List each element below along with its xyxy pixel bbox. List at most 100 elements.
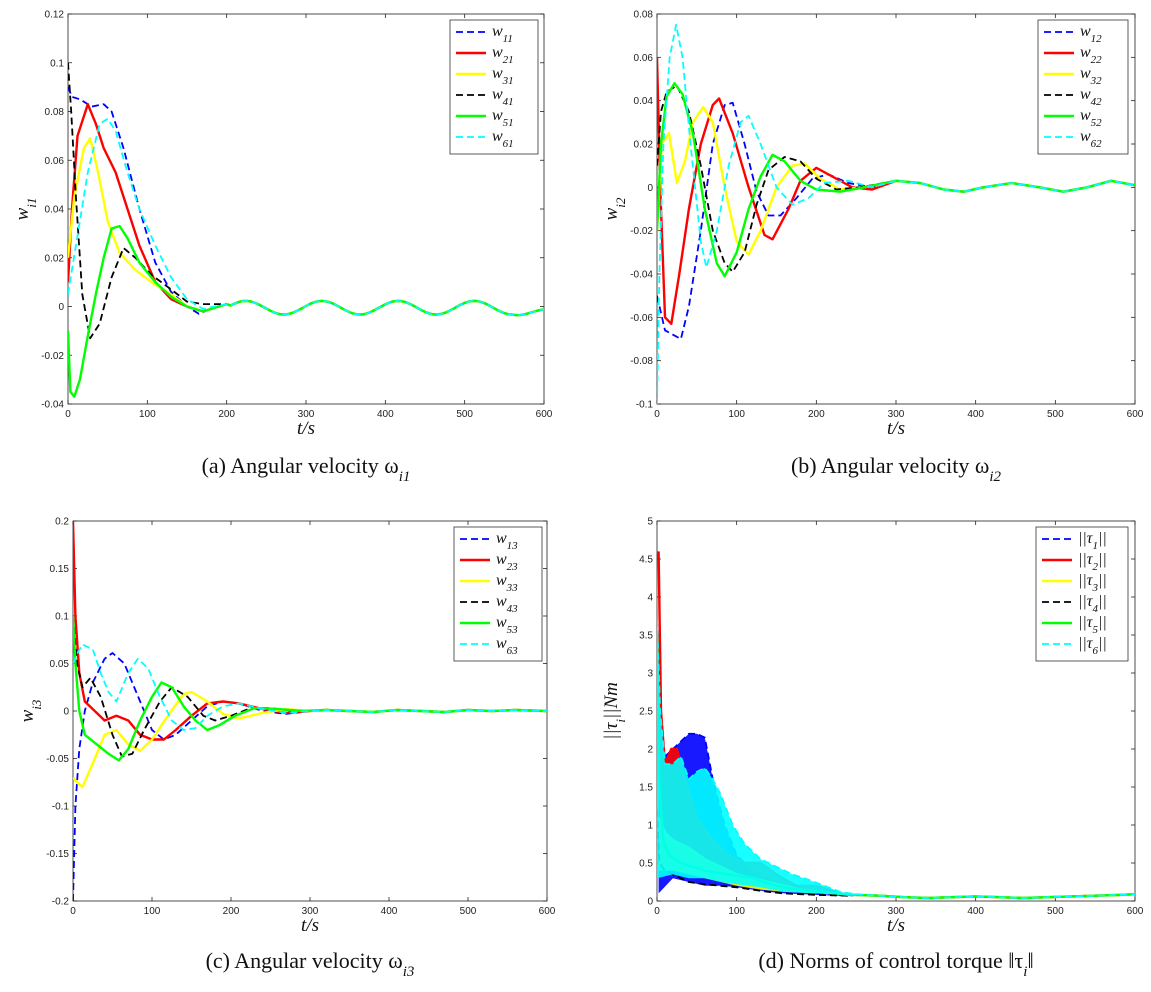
- y-tick-label: 0.04: [634, 96, 654, 107]
- legend-entry: w42: [1080, 86, 1102, 108]
- y-tick-label: 2: [647, 745, 653, 756]
- y-axis-label-main: w: [12, 207, 33, 220]
- series-band-5: [657, 619, 857, 896]
- x-tick-label: 300: [888, 409, 905, 420]
- figure-caption: (c) Angular velocity ωi3: [206, 948, 415, 980]
- legend-name: w: [492, 86, 503, 103]
- x-tick-label: 300: [888, 906, 905, 917]
- legend-name: ||τ: [1078, 614, 1094, 631]
- caption-text: (d) Norms of control torque ‖τ: [758, 948, 1023, 973]
- legend-name-end: ||: [1098, 635, 1107, 652]
- legend-name: w: [496, 635, 507, 652]
- y-tick-label: 0.1: [50, 58, 64, 69]
- y-axis-label: wi2: [601, 197, 628, 220]
- legend-box: [1037, 19, 1129, 155]
- caption-text: (a) Angular velocity ω: [202, 453, 399, 478]
- legend-sub: 61: [503, 138, 514, 150]
- y-tick-label: 3.5: [639, 631, 653, 642]
- caption-sub: i1: [399, 469, 411, 485]
- chart-panel-1: 0 100 200 300 400 500 600 -0.1 -0.08 -0.06 -0.04 -0…: [601, 10, 1144, 486]
- legend-name: ||τ: [1078, 572, 1094, 589]
- legend-entry: w23: [496, 551, 518, 573]
- legend-sub: 53: [507, 624, 519, 636]
- y-tick-label: 5: [647, 517, 653, 528]
- y-axis-label: wi1: [12, 198, 39, 221]
- legend-name: w: [496, 530, 507, 547]
- y-tick-label: 1: [647, 821, 653, 832]
- legend-name-end: ||: [1098, 572, 1107, 589]
- y-tick-label: 0: [647, 897, 653, 908]
- x-axis-label: t/s: [887, 915, 905, 936]
- figure-caption: (d) Norms of control torque ‖τi‖: [758, 948, 1033, 980]
- legend-entry: ||τ6||: [1078, 635, 1107, 657]
- x-tick-label: 400: [967, 906, 984, 917]
- y-tick-label: 0.02: [45, 253, 65, 264]
- x-tick-label: 0: [654, 409, 660, 420]
- legend-entry: w33: [496, 572, 518, 594]
- x-tick-label: 200: [223, 906, 240, 917]
- legend-name: w: [1080, 23, 1091, 40]
- y-tick-label: 0.2: [55, 517, 69, 528]
- y-tick-label: 0: [58, 302, 64, 313]
- x-tick-label: 100: [144, 906, 161, 917]
- legend-name-end: ||: [1098, 530, 1107, 547]
- y-tick-label: 0.06: [45, 156, 65, 167]
- legend-entry: ||τ2||: [1078, 551, 1107, 573]
- legend-sub: 62: [1091, 138, 1103, 150]
- legend-name: w: [1080, 128, 1091, 145]
- y-tick-label: -0.04: [630, 270, 653, 281]
- y-tick-label: 0.04: [45, 205, 65, 216]
- y-tick-label: -0.05: [46, 754, 69, 765]
- x-tick-label: 500: [460, 906, 477, 917]
- x-tick-label: 600: [539, 906, 556, 917]
- y-tick-label: 3: [647, 669, 653, 680]
- y-tick-label: 0: [647, 183, 653, 194]
- y-tick-label: 0.05: [50, 659, 70, 670]
- legend-name: w: [496, 551, 507, 568]
- chart-panel-2: 0 100 200 300 400 500 600 -0.2 -0.15 -0.1 -0.05 0 0.…: [17, 517, 556, 981]
- y-tick-label: -0.08: [630, 356, 653, 367]
- legend-name: w: [496, 614, 507, 631]
- y-axis-label-main: ||τ: [601, 721, 622, 739]
- legend-sub: 3: [1092, 582, 1099, 594]
- x-tick-label: 300: [298, 409, 315, 420]
- caption-text: (b) Angular velocity ω: [791, 453, 989, 478]
- series-line-5: [657, 619, 1135, 899]
- y-tick-label: -0.02: [630, 226, 653, 237]
- y-axis-label: wi3: [17, 699, 44, 722]
- legend-sub: 51: [503, 117, 514, 129]
- legend-name: w: [1080, 65, 1091, 82]
- legend-entry: w52: [1080, 107, 1102, 129]
- figure-caption: (b) Angular velocity ωi2: [791, 453, 1002, 485]
- legend-entry: w43: [496, 593, 518, 615]
- y-tick-label: -0.2: [52, 897, 70, 908]
- legend-entry: w51: [492, 107, 514, 129]
- y-tick-label: 1.5: [639, 783, 653, 794]
- legend-sub: 4: [1093, 603, 1099, 615]
- legend-name: w: [1080, 44, 1091, 61]
- x-tick-label: 0: [65, 409, 71, 420]
- y-axis-label-main: w: [601, 207, 622, 220]
- x-tick-label: 300: [302, 906, 319, 917]
- legend-entry: ||τ4||: [1078, 593, 1107, 615]
- legend-sub: 23: [507, 561, 519, 573]
- legend-sub: 31: [502, 75, 514, 87]
- legend-name: w: [492, 44, 503, 61]
- legend-entry: w63: [496, 635, 518, 657]
- x-axis-label: t/s: [297, 418, 315, 439]
- x-tick-label: 400: [377, 409, 394, 420]
- x-tick-label: 500: [1047, 906, 1064, 917]
- figure-caption: (a) Angular velocity ωi1: [202, 453, 411, 485]
- legend-name: w: [492, 23, 503, 40]
- y-tick-label: 0.08: [45, 107, 65, 118]
- y-axis-label-sub: i3: [29, 699, 44, 710]
- legend-entry: w12: [1080, 23, 1102, 45]
- legend-name: ||τ: [1078, 635, 1094, 652]
- legend-sub: 11: [503, 33, 513, 45]
- legend-entry: w11: [492, 23, 513, 45]
- legend-entry: w21: [492, 44, 514, 66]
- legend-sub: 63: [507, 645, 519, 657]
- legend-sub: 22: [1091, 54, 1103, 66]
- legend-entry: ||τ5||: [1078, 614, 1107, 636]
- y-axis-label-sub: i1: [24, 198, 39, 208]
